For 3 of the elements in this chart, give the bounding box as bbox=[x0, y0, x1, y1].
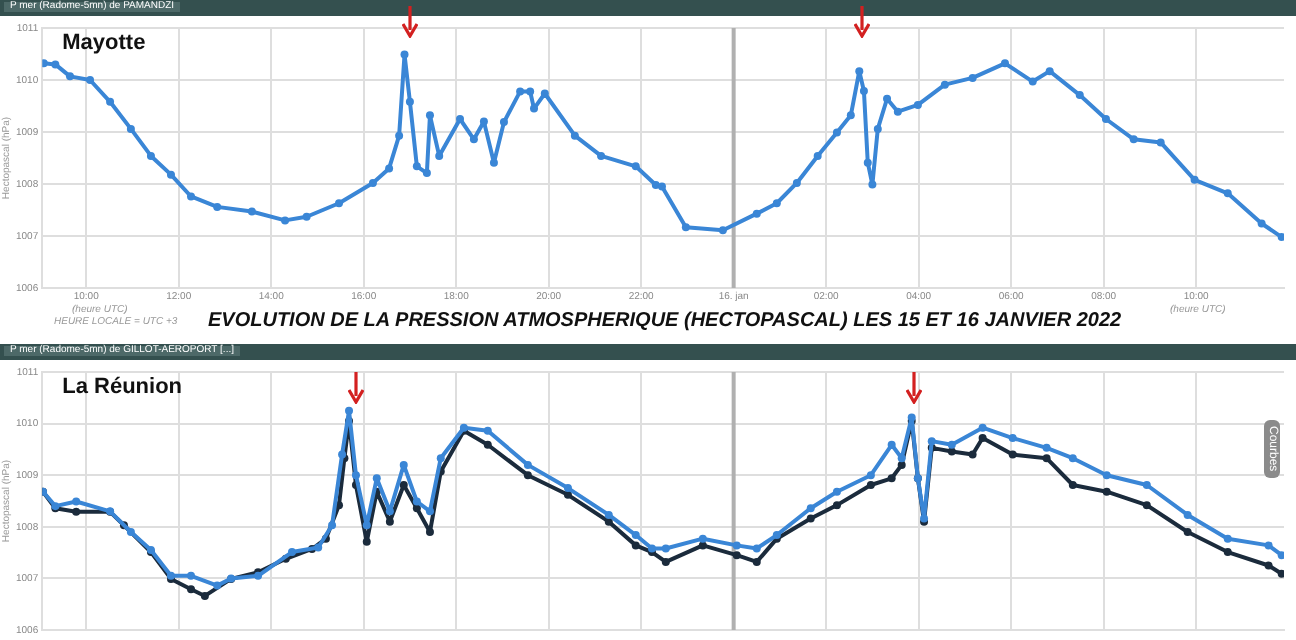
chart-title: Mayotte bbox=[62, 31, 146, 56]
text: EVOLUTION DE LA PRESSION ATMOSPHERIQUE (HECTOPASCAL) LES 15 ET 16 JANVIER 2022 bbox=[208, 310, 1122, 332]
chart-title: La Réunion bbox=[62, 375, 183, 400]
